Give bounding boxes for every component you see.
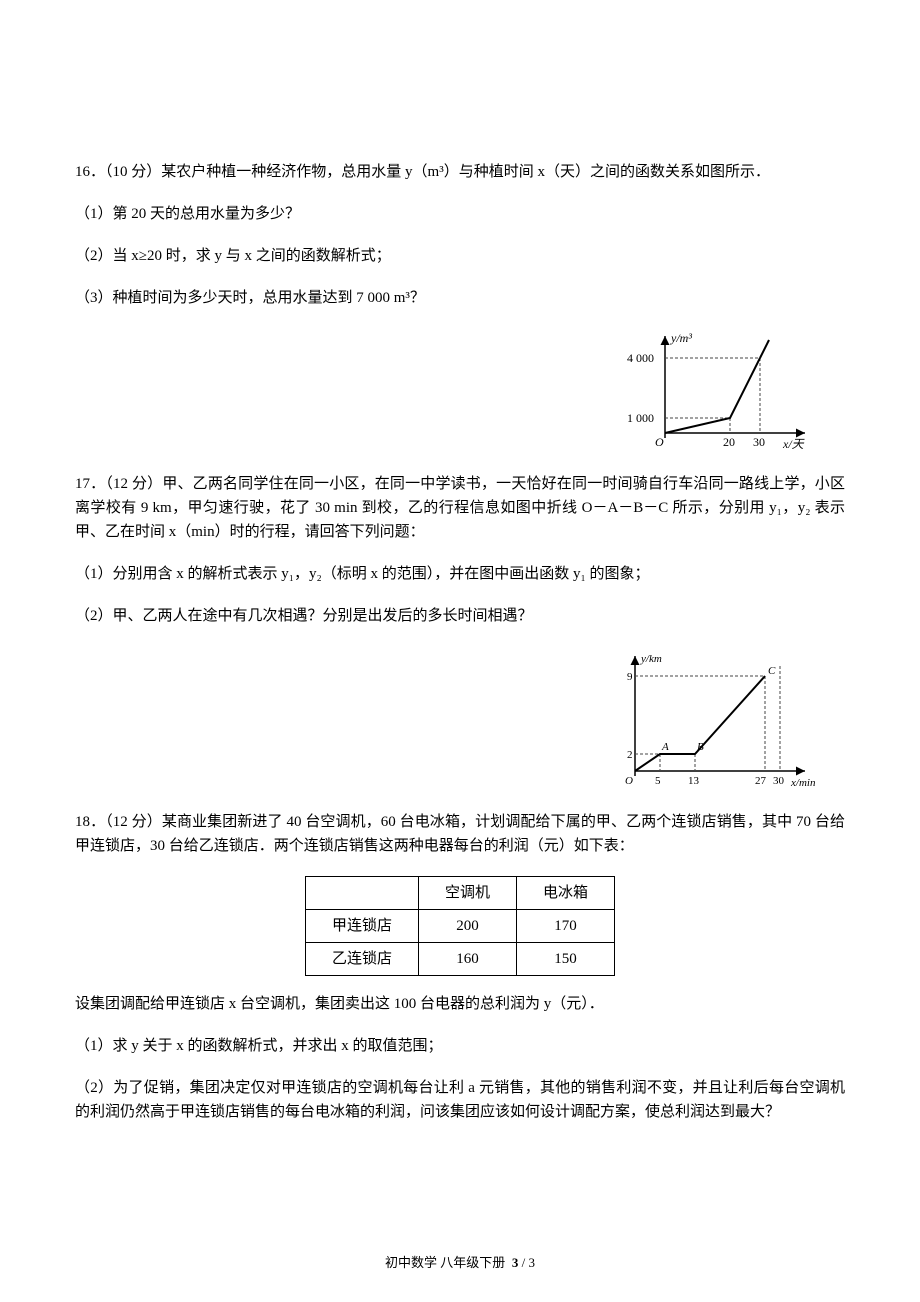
- q17-number: 17．: [75, 476, 105, 492]
- q17-intro-text: 甲、乙两名同学住在同一小区，在同一中学读书，一天恰好在同一时间骑自行车沿同一路线…: [75, 476, 845, 540]
- q16-origin: O: [655, 435, 664, 449]
- q17-ylabel: y/km: [640, 653, 662, 665]
- q16-intro: 16．（10 分）某农户种植一种经济作物，总用水量 y（m³）与种植时间 x（天…: [75, 160, 845, 184]
- q16-xtick-30: 30: [753, 435, 765, 449]
- td-store-b: 乙连锁店: [305, 943, 418, 976]
- q18-table: 空调机 电冰箱 甲连锁店 200 170 乙连锁店 160 150: [305, 876, 615, 976]
- table-header-row: 空调机 电冰箱: [305, 877, 614, 910]
- q16-xlabel: x/天: [782, 437, 806, 451]
- q16-ylabel: y/m³: [670, 331, 692, 345]
- q18-after-table: 设集团调配给甲连锁店 x 台空调机，集团卖出这 100 台电器的总利润为 y（元…: [75, 992, 845, 1016]
- q17-origin: O: [625, 775, 633, 787]
- footer-page-sep: /: [518, 1255, 528, 1270]
- q16-intro-text: 某农户种植一种经济作物，总用水量 y（m³）与种植时间 x（天）之间的函数关系如…: [161, 164, 770, 180]
- q16-part1: （1）第 20 天的总用水量为多少？: [75, 202, 845, 226]
- q16-chart-svg: 4 000 1 000 O 20 30 x/天 y/m³: [625, 328, 825, 458]
- q17-ytick-2: 2: [627, 749, 633, 761]
- footer-text: 初中数学 八年级下册: [385, 1255, 505, 1270]
- q17-points: （12 分）: [105, 476, 162, 492]
- q17-part1: （1）分别用含 x 的解析式表示 y₁，y₂（标明 x 的范围），并在图中画出函…: [75, 562, 845, 586]
- q17-node-C: C: [768, 665, 776, 677]
- q18-part1: （1）求 y 关于 x 的函数解析式，并求出 x 的取值范围；: [75, 1034, 845, 1058]
- q18-part2: （2）为了促销，集团决定仅对甲连锁店的空调机每台让利 a 元销售，其他的销售利润…: [75, 1076, 845, 1124]
- q16-part2: （2）当 x≥20 时，求 y 与 x 之间的函数解析式；: [75, 244, 845, 268]
- q16-number: 16．: [75, 164, 105, 180]
- q17-chart-svg: A B C 9 2 O 5 13 27 30 x/min y/km: [605, 646, 825, 796]
- page: 16．（10 分）某农户种植一种经济作物，总用水量 y（m³）与种植时间 x（天…: [0, 0, 920, 1302]
- td-b-fr: 150: [517, 943, 615, 976]
- q16-points: （10 分）: [105, 164, 161, 180]
- q18-intro-text: 某商业集团新进了 40 台空调机，60 台电冰箱，计划调配给下属的甲、乙两个连锁…: [75, 814, 845, 854]
- q18-points: （12 分）: [105, 814, 162, 830]
- q17-xtick-13: 13: [688, 775, 700, 787]
- q18-number: 18．: [75, 814, 105, 830]
- q17-part2: （2）甲、乙两人在途中有几次相遇？分别是出发后的多长时间相遇？: [75, 604, 845, 628]
- q16-xtick-20: 20: [723, 435, 735, 449]
- q17-chart: A B C 9 2 O 5 13 27 30 x/min y/km: [75, 646, 825, 796]
- th-fridge: 电冰箱: [517, 877, 615, 910]
- q17-node-A: A: [661, 741, 669, 753]
- q17-node-B: B: [697, 741, 704, 753]
- footer-page-total: 3: [528, 1255, 535, 1270]
- td-a-ac: 200: [418, 910, 516, 943]
- q18-intro: 18．（12 分）某商业集团新进了 40 台空调机，60 台电冰箱，计划调配给下…: [75, 810, 845, 858]
- q17-ytick-9: 9: [627, 671, 633, 683]
- th-blank: [305, 877, 418, 910]
- q17-xtick-30: 30: [773, 775, 785, 787]
- td-a-fr: 170: [517, 910, 615, 943]
- page-footer: 初中数学 八年级下册 3 / 3: [0, 1253, 920, 1274]
- table-row: 甲连锁店 200 170: [305, 910, 614, 943]
- q17-xtick-5: 5: [655, 775, 661, 787]
- q16-ytick-1000: 1 000: [627, 411, 654, 425]
- table-row: 乙连锁店 160 150: [305, 943, 614, 976]
- q16-ytick-4000: 4 000: [627, 351, 654, 365]
- q16-chart: 4 000 1 000 O 20 30 x/天 y/m³: [75, 328, 825, 458]
- q17-xlabel: x/min: [790, 777, 816, 789]
- th-ac: 空调机: [418, 877, 516, 910]
- td-store-a: 甲连锁店: [305, 910, 418, 943]
- q16-part3: （3）种植时间为多少天时，总用水量达到 7 000 m³？: [75, 286, 845, 310]
- td-b-ac: 160: [418, 943, 516, 976]
- q17-xtick-27: 27: [755, 775, 767, 787]
- q17-intro: 17．（12 分）甲、乙两名同学住在同一小区，在同一中学读书，一天恰好在同一时间…: [75, 472, 845, 544]
